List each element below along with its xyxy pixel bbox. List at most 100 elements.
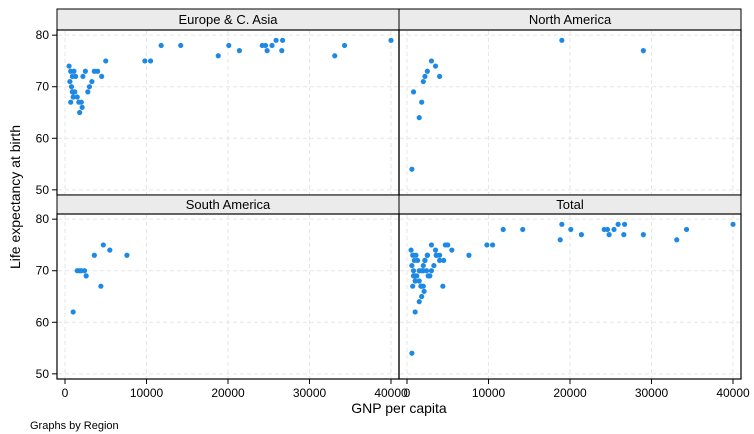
panel-total: Total 0 10000 20000 30000 40000 (398, 194, 750, 400)
graph-note: Graphs by Region (30, 420, 119, 432)
data-point (78, 99, 84, 105)
data-point (264, 48, 270, 54)
y-axis-title: Life expectancy at birth (7, 125, 23, 269)
panel-south-america: South America 50 60 70 80 0 10000 20000 30000 400… (36, 194, 408, 400)
x-tick-label: 0 (62, 386, 69, 400)
data-point (604, 226, 611, 233)
strip-title: North America (529, 12, 612, 27)
data-point (489, 242, 496, 248)
x-tick-label: 30000 (635, 386, 669, 400)
data-point (640, 48, 646, 54)
y-tick-label: 60 (36, 315, 50, 329)
data-point (236, 48, 243, 54)
data-point (424, 252, 430, 258)
data-point (74, 94, 80, 100)
data-point (420, 262, 426, 269)
data-point (158, 42, 164, 49)
x-tick-label: 20000 (553, 386, 587, 400)
data-point (437, 257, 443, 264)
data-point (416, 278, 422, 284)
y-tick-label: 50 (36, 183, 50, 197)
data-point (428, 268, 435, 274)
data-point (611, 226, 617, 233)
data-point (67, 78, 73, 85)
data-point (425, 273, 431, 279)
data-point (410, 89, 417, 95)
data-point (409, 166, 415, 172)
data-point (432, 63, 439, 69)
data-point (408, 247, 414, 253)
x-axis-title: GNP per capita (351, 400, 447, 416)
data-point (332, 53, 338, 59)
data-point (422, 257, 428, 264)
data-point (70, 94, 76, 100)
data-point (440, 283, 446, 289)
strip-title: Europe & C. Asia (179, 12, 279, 27)
data-point (107, 247, 113, 253)
y-tick-label: 80 (36, 28, 50, 42)
y-tick-label: 60 (36, 131, 50, 145)
data-point (428, 58, 435, 64)
data-point (269, 42, 275, 49)
strip-title: South America (186, 197, 271, 212)
data-point (71, 68, 77, 74)
data-point (69, 89, 75, 95)
data-point (437, 73, 443, 80)
data-point (484, 242, 490, 248)
y-tick-label: 70 (36, 264, 50, 278)
data-point (520, 226, 526, 233)
data-point (559, 37, 565, 43)
data-point (273, 37, 279, 43)
panel-north-america: North America (398, 8, 742, 196)
data-point (622, 221, 628, 227)
data-point (66, 63, 72, 69)
data-point (442, 242, 448, 248)
data-point (85, 89, 91, 95)
x-tick-label: 0 (404, 386, 411, 400)
data-point (388, 37, 394, 43)
data-point (568, 226, 574, 233)
data-point (409, 262, 415, 269)
data-point (449, 247, 455, 253)
x-tick-label: 40000 (374, 386, 408, 400)
data-point (423, 268, 430, 274)
data-point (142, 58, 148, 64)
x-tick-label: 20000 (211, 386, 245, 400)
data-point (730, 221, 736, 227)
data-point (421, 288, 427, 294)
x-tick-label: 40000 (716, 386, 750, 400)
data-point (100, 242, 106, 248)
data-point (422, 73, 428, 80)
data-point (280, 37, 286, 43)
data-point (674, 237, 680, 243)
data-point (68, 99, 74, 105)
data-point (82, 68, 88, 74)
data-point (70, 309, 76, 315)
data-point (413, 252, 419, 258)
strip-title: Total (556, 197, 584, 212)
y-tick-label: 70 (36, 80, 50, 94)
data-point (341, 42, 348, 49)
data-point (414, 257, 421, 264)
data-point (559, 221, 565, 227)
data-point (412, 309, 418, 315)
data-point (147, 58, 154, 64)
data-point (416, 299, 422, 305)
data-point (419, 283, 425, 289)
data-point (433, 252, 439, 258)
data-point (419, 293, 425, 300)
data-point (83, 273, 89, 279)
data-point (91, 252, 97, 258)
data-point (279, 48, 285, 54)
data-point (615, 221, 621, 227)
data-point (410, 283, 416, 289)
data-point (424, 68, 430, 74)
y-tick-label: 50 (36, 367, 50, 381)
data-point (428, 242, 435, 248)
data-point (410, 273, 417, 279)
data-point (441, 257, 447, 264)
x-tick-label: 10000 (130, 386, 164, 400)
y-tick-label: 80 (36, 212, 50, 226)
data-point (72, 73, 79, 80)
